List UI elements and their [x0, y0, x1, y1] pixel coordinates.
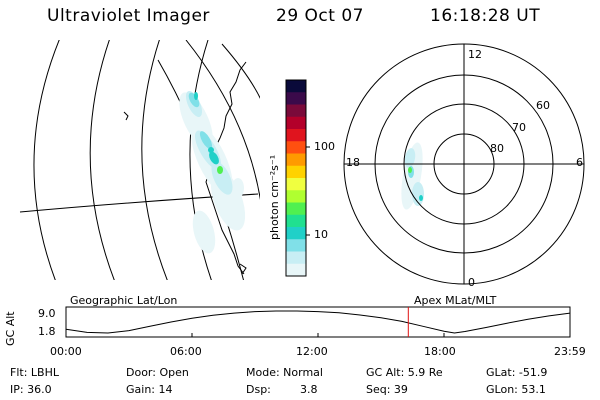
orbit-xtick-1800: 18:00	[424, 345, 456, 358]
dsp-value: 3.8	[300, 383, 318, 396]
gc-alt-info: GC Alt: 5.9 Re	[366, 366, 443, 379]
orbit-ytick-1-8: 1.8	[38, 325, 56, 338]
orbit-xtick-1200: 12:00	[296, 345, 328, 358]
orbit-chart	[65, 306, 571, 338]
colorbar-segment	[286, 104, 306, 118]
aurora-emission	[179, 91, 246, 254]
lat-label-60: 60	[536, 99, 550, 112]
meridian-line	[189, 40, 212, 280]
aurora-patch	[199, 131, 213, 149]
colorbar-segment	[286, 165, 306, 179]
seq-info: Seq: 39	[366, 383, 408, 396]
aurora-patch	[404, 148, 416, 168]
aurora-patch	[232, 178, 244, 198]
colorbar-segment	[286, 239, 306, 252]
apex-panel-label: Apex MLat/MLT	[414, 294, 497, 307]
aurora-patch	[408, 167, 412, 173]
colorbar-tick-10: 10	[314, 228, 328, 241]
colorbar-segment	[286, 214, 306, 228]
colorbar-tick-100: 100	[314, 140, 335, 153]
dsp-label: Dsp:	[246, 383, 271, 396]
ip-info: IP: 36.0	[10, 383, 52, 396]
polar-aurora	[401, 142, 424, 210]
aurora-patch	[211, 161, 233, 195]
meridian-line	[33, 40, 60, 280]
meridian-line	[185, 40, 260, 201]
glon-info: GLon: 53.1	[486, 383, 546, 396]
colorbar-segment	[286, 80, 306, 93]
orbit-altitude-line	[65, 310, 571, 334]
meridian-line	[221, 43, 260, 100]
glat-info: GLat: -51.9	[486, 366, 548, 379]
colorbar-segment	[286, 263, 306, 277]
colorbar	[286, 80, 306, 277]
mlt-label-6: 6	[576, 156, 583, 169]
mlt-label-12: 12	[468, 48, 482, 61]
lat-label-70: 70	[512, 121, 526, 134]
colorbar-segment	[286, 141, 306, 154]
colorbar-segment	[286, 92, 306, 105]
island-outline	[123, 111, 129, 121]
aurora-patch	[419, 195, 423, 201]
orbit-xtick-0600: 06:00	[170, 345, 202, 358]
door-info: Door: Open	[126, 366, 189, 379]
colorbar-segment	[286, 116, 306, 130]
date-label: 29 Oct 07	[276, 6, 364, 26]
colorbar-label: photon cm⁻²s⁻¹	[268, 155, 281, 240]
colorbar-segment	[286, 178, 306, 191]
orbit-xtick-0000: 00:00	[50, 345, 82, 358]
aurora-patch	[208, 147, 214, 153]
mlt-label-18: 18	[346, 156, 360, 169]
gain-info: Gain: 14	[126, 383, 173, 396]
aurora-patch	[192, 210, 216, 254]
colorbar-frame	[285, 79, 307, 277]
lat-label-80: 80	[490, 142, 504, 155]
filter-info: Flt: LBHL	[10, 366, 59, 379]
aurora-patch	[194, 92, 198, 100]
geographic-map	[19, 40, 260, 280]
orbit-ytick-9: 9.0	[38, 307, 56, 320]
aurora-patch	[188, 92, 200, 108]
colorbar-segment	[286, 227, 306, 240]
meridian-line	[141, 40, 168, 280]
colorbar-segment	[286, 202, 306, 216]
aurora-patch	[217, 166, 223, 174]
time-label: 16:18:28 UT	[430, 6, 541, 26]
colorbar-segment	[286, 153, 306, 167]
orbit-ylabel: GC Alt	[4, 311, 17, 346]
mode-info: Mode: Normal	[246, 366, 323, 379]
mlt-label-0: 0	[468, 276, 475, 289]
colorbar-segment	[286, 251, 306, 265]
meridian-line	[89, 40, 115, 280]
island-outline	[239, 263, 247, 275]
colorbar-segment	[286, 129, 306, 142]
orbit-xtick-2359: 23:59	[554, 345, 586, 358]
polar-plot	[343, 43, 585, 285]
geographic-panel-label: Geographic Lat/Lon	[70, 294, 178, 307]
aurora-patch	[209, 151, 219, 165]
colorbar-segment	[286, 190, 306, 203]
instrument-title: Ultraviolet Imager	[47, 6, 210, 26]
